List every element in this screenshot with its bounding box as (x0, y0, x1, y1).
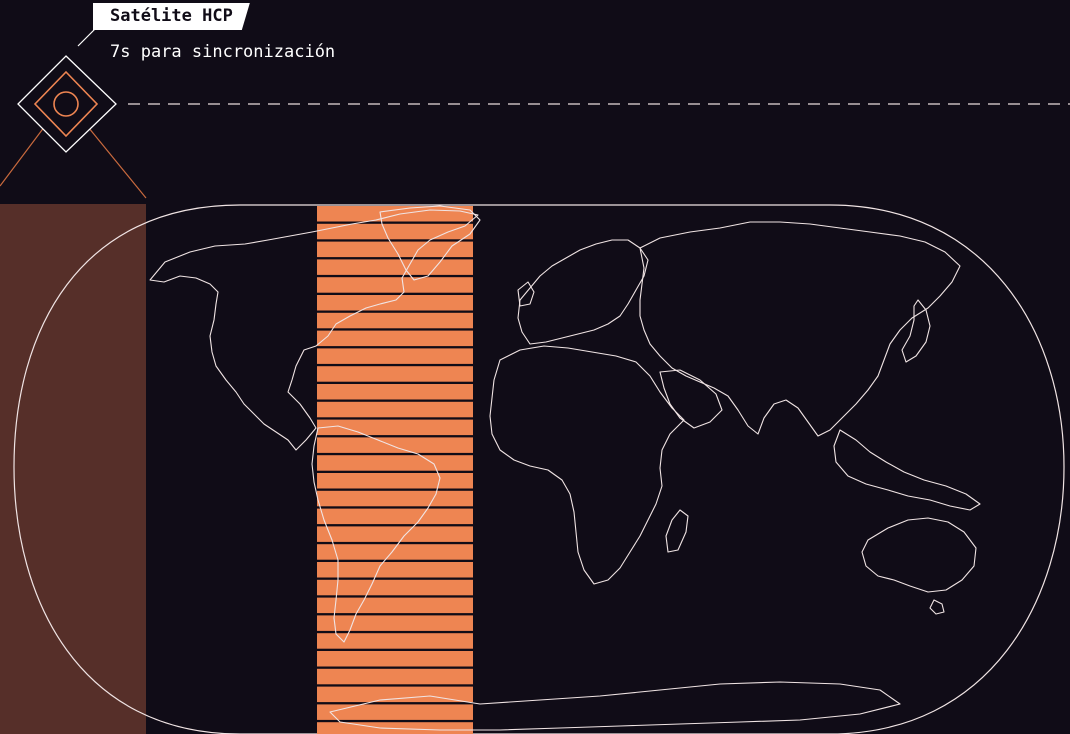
continent-europe (517, 239, 649, 345)
continent-south-america (311, 425, 441, 643)
island-madagascar (665, 509, 689, 553)
scan-stripe-3 (317, 259, 473, 275)
satellite-diamond-icon[interactable] (17, 55, 117, 153)
satellite-name-label: Satélite HCP (93, 3, 250, 30)
scan-stripe-11 (317, 401, 473, 418)
scan-stripe-6 (317, 312, 473, 329)
scan-stripe-16 (317, 490, 473, 507)
scan-stripe-25 (317, 651, 473, 667)
coverage-area (0, 204, 146, 734)
continent-antarctica (329, 681, 901, 731)
region-arabia (659, 369, 723, 429)
continent-asia (639, 221, 961, 437)
scan-stripe-19 (317, 544, 473, 560)
scan-stripe-24 (317, 633, 473, 649)
scan-stripe-28 (317, 704, 473, 720)
scan-stripe-27 (317, 686, 473, 703)
island-japan (901, 299, 931, 363)
scan-band (317, 206, 473, 734)
island-uk (517, 281, 535, 307)
scan-stripe-1 (317, 223, 473, 240)
continent-north-america (149, 209, 479, 451)
map-frame (13, 204, 1065, 734)
scan-stripe-20 (317, 562, 473, 578)
scan-stripe-15 (317, 473, 473, 489)
sync-status-text: 7s para sincronización (110, 42, 336, 62)
scan-stripe-0 (317, 206, 473, 222)
scan-stripe-13 (317, 437, 473, 453)
scan-stripe-5 (317, 295, 473, 311)
scan-stripe-7 (317, 330, 473, 347)
continent-africa (489, 345, 685, 585)
scan-stripe-17 (317, 508, 473, 525)
scan-stripe-8 (317, 348, 473, 364)
region-southeast-asia (833, 429, 981, 511)
world-map (13, 204, 1065, 734)
continent-greenland (379, 205, 481, 281)
scan-stripe-26 (317, 668, 473, 685)
scan-stripe-4 (317, 277, 473, 293)
cone-line-left (0, 121, 49, 187)
scan-stripe-21 (317, 579, 473, 596)
scan-stripe-22 (317, 597, 473, 614)
scan-stripe-23 (317, 615, 473, 631)
island-new-zealand (929, 599, 945, 615)
scan-stripe-14 (317, 455, 473, 471)
callout-leader (77, 27, 97, 47)
scan-stripe-12 (317, 419, 473, 436)
scan-stripe-10 (317, 384, 473, 400)
scan-stripe-18 (317, 526, 473, 542)
cone-line-right (83, 121, 147, 199)
continent-australia (861, 517, 977, 593)
scan-stripe-9 (317, 366, 473, 382)
